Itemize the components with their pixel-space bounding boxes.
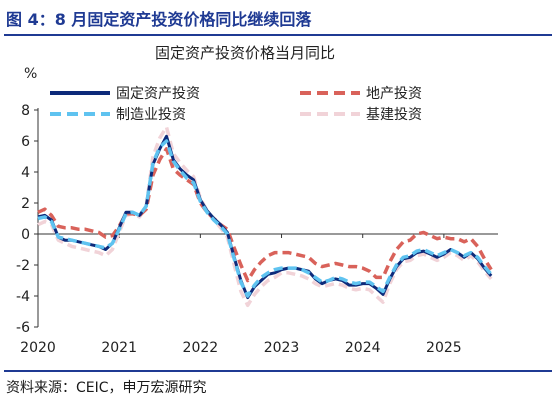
y-tick-label: 4	[21, 165, 30, 181]
series-line-4	[37, 125, 493, 308]
x-tick-label: 2022	[183, 340, 219, 356]
x-tick-label: 2021	[101, 340, 137, 356]
figure-title: 图 4：8 月固定资产投资价格同比继续回落	[6, 10, 312, 29]
x-tick-label: 2023	[264, 340, 300, 356]
y-tick-label: -4	[16, 289, 30, 305]
series-line-3	[37, 139, 493, 298]
legend-label-4: 基建投资	[366, 106, 422, 123]
legend-label-3: 制造业投资	[116, 107, 186, 123]
source-divider	[4, 370, 552, 372]
y-tick-label: -2	[16, 258, 30, 274]
y-tick-label: 2	[21, 196, 30, 212]
axes: -6 -4 -2 0 2 4 6 8 2020 2021 2022 2023 2024 2025	[16, 103, 498, 356]
legend-label-2: 地产投资	[366, 86, 422, 102]
y-tick-label: 0	[21, 227, 30, 243]
title-divider	[4, 34, 552, 36]
y-tick-label: -6	[16, 320, 30, 336]
x-tick-label: 2020	[20, 340, 56, 356]
x-tick-label: 2024	[345, 340, 381, 356]
legend-label-1: 固定资产投资	[116, 86, 200, 102]
y-tick-label: 8	[21, 103, 30, 119]
series-layer	[37, 125, 493, 308]
y-axis-unit: %	[24, 66, 37, 82]
source-note: 资料来源：CEIC，申万宏源研究	[6, 380, 207, 396]
chart-title: 固定资产投资价格当月同比	[155, 44, 335, 62]
series-line-2	[37, 147, 493, 283]
y-tick-label: 6	[21, 134, 30, 150]
x-tick-label: 2025	[426, 340, 462, 356]
